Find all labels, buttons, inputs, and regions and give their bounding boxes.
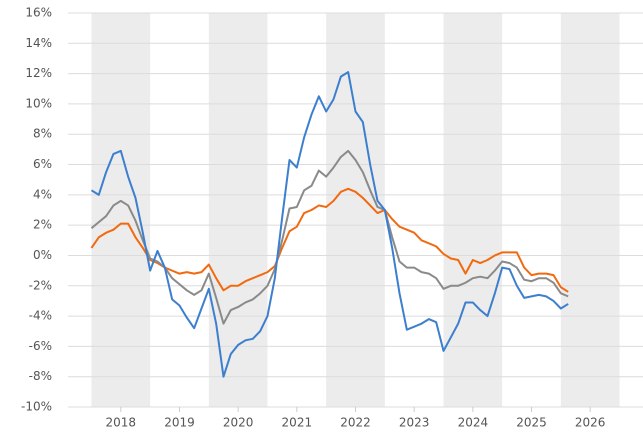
x-tick-label: 2024 — [458, 416, 489, 430]
y-tick-label: 14% — [25, 36, 52, 50]
year-shade — [443, 13, 503, 407]
y-tick-label: -10% — [21, 400, 52, 414]
year-shade — [91, 13, 151, 407]
x-tick-label: 2022 — [340, 416, 371, 430]
x-tick-label: 2020 — [223, 416, 254, 430]
x-tick-label: 2018 — [106, 416, 137, 430]
year-shade — [560, 13, 620, 407]
y-tick-label: 4% — [33, 187, 52, 201]
y-tick-label: -8% — [29, 369, 52, 383]
x-tick-label: 2019 — [164, 416, 195, 430]
x-tick-label: 2026 — [575, 416, 606, 430]
x-tick-label: 2025 — [516, 416, 547, 430]
y-tick-label: 8% — [33, 127, 52, 141]
year-shade — [208, 13, 268, 407]
x-tick-label: 2021 — [282, 416, 313, 430]
x-tick-label: 2023 — [399, 416, 430, 430]
y-tick-label: 10% — [25, 96, 52, 110]
y-tick-label: 2% — [33, 218, 52, 232]
line-series — [90, 71, 569, 378]
y-tick-label: 0% — [33, 248, 52, 262]
y-tick-label: -6% — [29, 339, 52, 353]
y-tick-label: -4% — [29, 309, 52, 323]
y-tick-label: 12% — [25, 66, 52, 80]
y-tick-label: -2% — [29, 278, 52, 292]
y-tick-label: 16% — [25, 6, 52, 20]
y-tick-label: 6% — [33, 157, 52, 171]
line-series — [90, 149, 569, 325]
line-series — [90, 187, 569, 293]
year-shade — [326, 13, 385, 407]
